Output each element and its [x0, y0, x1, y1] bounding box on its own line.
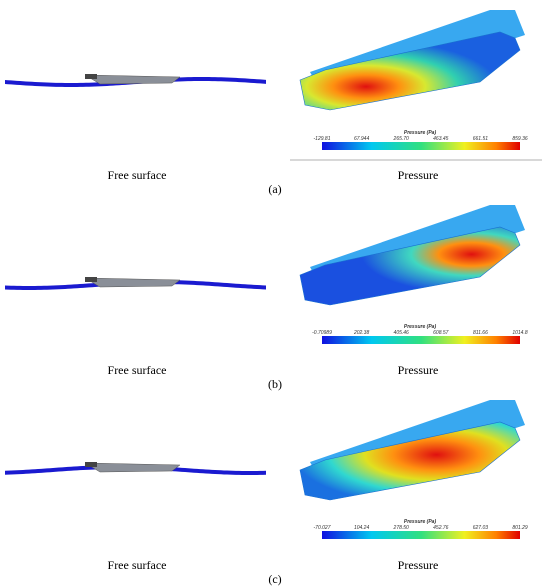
colorbar-tick-label: 67.944 [354, 136, 370, 142]
colorbar-tick-label: 202.38 [353, 330, 370, 336]
colorbar-tick-label: 104.24 [354, 525, 370, 531]
colorbar-tick-label: 627.03 [473, 525, 489, 531]
colorbar-tick-label: 859.36 [512, 136, 528, 142]
colorbar-tick-label: 463.45 [433, 136, 449, 142]
colorbar-tick-label: 801.29 [512, 525, 528, 531]
right-label: Pressure [398, 558, 439, 572]
ship-bow [85, 74, 97, 79]
ship-pressure-body [299, 31, 521, 111]
colorbar-title: Pressure (Pa) [404, 324, 437, 330]
panel-tag: (c) [268, 572, 281, 586]
colorbar-tick-label: -0.70989 [312, 330, 332, 336]
ship-hull [84, 462, 181, 473]
wave-surface [5, 465, 266, 475]
left-label: Free surface [108, 363, 167, 377]
wave-surface [5, 280, 266, 290]
colorbar-title: Pressure (Pa) [404, 130, 437, 136]
colorbar-tick-label: 452.76 [433, 525, 449, 531]
colorbar-tick-label: 265.70 [393, 136, 410, 142]
colorbar-tick-label: 405.46 [394, 330, 410, 336]
ship-hull [84, 277, 181, 288]
colorbar-tick-label: 811.66 [473, 330, 488, 336]
panel-tag: (b) [268, 377, 282, 391]
ship-hull [84, 74, 181, 85]
left-label: Free surface [108, 558, 167, 572]
colorbar-title: Pressure (Pa) [404, 519, 437, 525]
colorbar-tick-label: 608.57 [433, 330, 449, 336]
colorbar-tick-label: -129.81 [314, 136, 331, 142]
left-label: Free surface [108, 168, 167, 182]
ship-bow [85, 462, 97, 467]
colorbar [322, 142, 520, 150]
colorbar-tick-label: -70.027 [314, 525, 331, 531]
ship-bow [85, 277, 97, 282]
right-label: Pressure [398, 168, 439, 182]
colorbar [322, 531, 520, 539]
colorbar-tick-label: 278.50 [393, 525, 410, 531]
colorbar [322, 336, 520, 344]
ship-pressure-body [299, 421, 521, 501]
colorbar-tick-label: 661.51 [473, 136, 489, 142]
panel-tag: (a) [268, 182, 281, 196]
ship-pressure-body [299, 226, 521, 306]
colorbar-tick-label: 1014.8 [512, 330, 528, 336]
right-label: Pressure [398, 363, 439, 377]
